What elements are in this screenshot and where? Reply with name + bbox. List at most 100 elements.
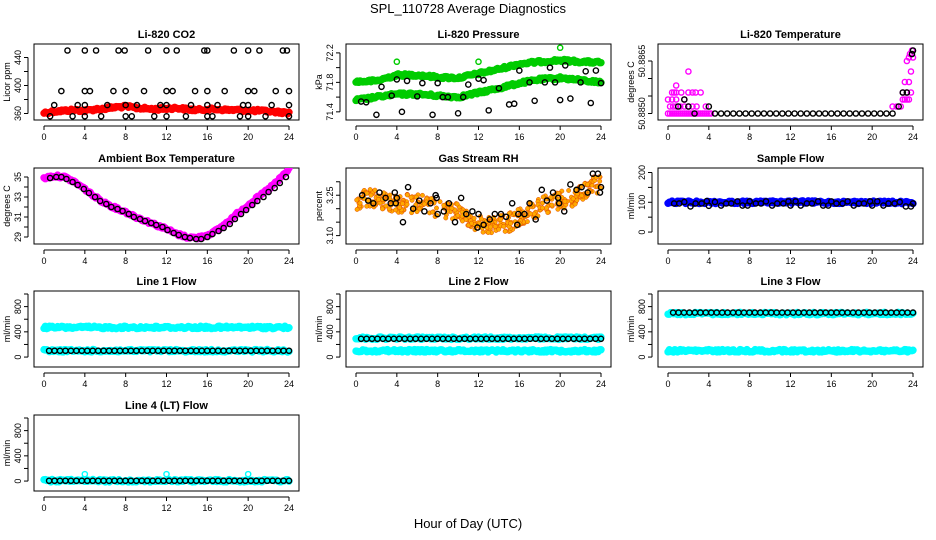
x-tick-label: 20 [867,379,877,389]
series-raw [664,47,917,117]
data-point [899,96,907,103]
data-point [567,95,574,102]
data-point [250,87,258,95]
y-axis: 0 400 800 [637,293,653,360]
series-raw [354,174,604,236]
data-point [828,110,835,117]
data-point [46,174,54,182]
data-point [699,110,707,117]
data-point [907,68,915,75]
x-tick-label: 24 [908,256,918,266]
data-point [69,178,76,186]
data-point [85,189,93,197]
data-point [566,188,572,193]
data-point [687,203,694,210]
series-raw [40,101,293,118]
data-point [209,230,216,238]
data-point [237,210,245,218]
panel-title: Li-820 CO2 [138,29,195,41]
data-point [809,110,817,117]
x-tick-label: 24 [908,132,918,142]
data-point [469,220,475,226]
data-point [901,96,909,103]
x-tick-label: 24 [284,132,294,142]
data-point [513,221,521,229]
data-point [119,207,126,215]
x-tick-label: 0 [665,379,670,389]
data-point [676,103,684,110]
data-point [685,68,692,75]
data-point [244,47,252,54]
data-point [455,213,461,218]
y-tick-label: 400 [637,324,647,339]
x-tick-label: 16 [514,256,524,266]
series-avg [670,197,917,210]
data-point [254,197,261,205]
plot-area [664,197,917,210]
data-point [556,96,564,104]
x-tick-label: 20 [243,256,253,266]
data-point [285,168,293,172]
data-point [543,197,551,204]
x-axis: 0 4 8 12 16 20 24 [41,496,294,513]
x-axis: 0 4 8 12 16 20 24 [41,125,294,142]
series-avg [45,477,293,485]
data-point [404,192,410,198]
data-point [378,83,385,91]
data-point [909,47,917,54]
panel-title: Sample Flow [757,153,825,165]
data-point [230,47,238,54]
data-point [562,198,568,204]
data-point [474,224,481,231]
data-point [373,111,380,119]
y-tick-label: 33 [13,192,23,202]
y-tick-label: 3.10 [325,227,335,245]
data-point [567,181,574,188]
panel-title: Line 2 Flow [449,276,509,288]
data-point [678,110,686,117]
data-point [681,110,688,117]
x-tick-label: 12 [785,132,795,142]
data-point [285,324,293,332]
data-point [454,110,462,117]
data-point [260,193,267,201]
data-point [905,78,913,86]
y-tick-label: 400 [13,448,23,463]
data-point [555,206,561,212]
data-point [491,210,499,218]
data-point [420,192,425,198]
data-point [672,96,680,103]
data-point [579,193,585,198]
data-point [814,198,822,205]
y-tick-label: 100 [637,195,647,210]
data-point [555,200,563,207]
x-axis: 0 4 8 12 16 20 24 [665,249,918,266]
data-point [393,58,401,66]
data-point [885,200,892,207]
data-point [791,110,798,117]
y-tick-label: 72.2 [325,44,335,62]
y-axis: 50.8850 50.8865 [637,45,653,130]
data-point [672,82,680,89]
data-point [169,87,176,95]
x-tick-label: 0 [353,379,358,389]
data-point [214,101,221,109]
data-point [560,208,568,215]
data-point [370,200,377,207]
x-tick-label: 16 [514,132,524,142]
data-point [578,183,585,191]
data-point [873,198,881,205]
data-point [526,79,533,86]
data-point [157,101,164,109]
data-point [103,101,111,109]
x-tick-label: 4 [706,132,711,142]
data-point [271,184,279,192]
series-avg [669,309,917,316]
data-point [746,198,753,205]
data-point [415,197,423,204]
data-point [834,110,841,117]
data-point [815,110,823,117]
